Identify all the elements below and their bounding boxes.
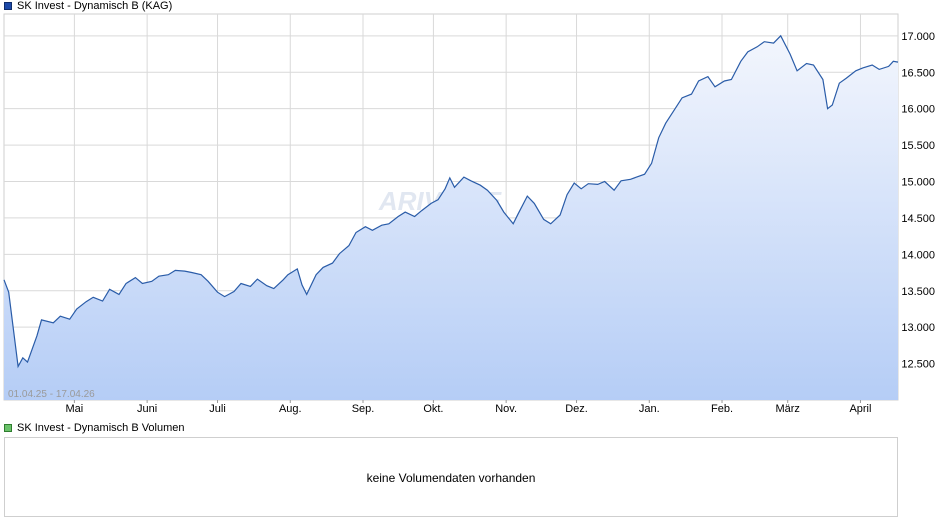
- legend-volume-label: SK Invest - Dynamisch B Volumen: [17, 422, 185, 434]
- price-chart: ARIVA.DE 17.00016.50016.00015.50015.0001…: [3, 13, 935, 415]
- y-tick-label: 17.000: [901, 31, 935, 43]
- x-axis-labels: Mai Juni Juli Aug. Sep. Okt. Nov. Dez. Jan. Feb. M…: [66, 403, 872, 415]
- x-tick-label: Dez.: [565, 403, 588, 415]
- y-tick-label: 13.000: [901, 322, 935, 334]
- y-tick-label: 13.500: [901, 286, 935, 298]
- date-range-label: 01.04.25 - 17.04.26: [8, 389, 95, 400]
- y-tick-label: 15.000: [901, 177, 935, 189]
- y-tick-label: 16.500: [901, 67, 935, 79]
- y-axis-labels: 17.000 16.500 16.000 15.500 15.000 14.500 14.0…: [901, 31, 935, 371]
- x-tick-label: Feb.: [711, 403, 733, 415]
- x-tick-label: Sep.: [352, 403, 375, 415]
- x-tick-label: Mai: [66, 403, 84, 415]
- legend-volume-swatch: [4, 424, 12, 432]
- price-line: [3, 34, 899, 369]
- volume-empty-message: keine Volumendaten vorhanden: [366, 471, 536, 485]
- y-tick-label: 16.000: [901, 104, 935, 116]
- legend-price-swatch: [4, 2, 12, 10]
- y-tick-label: 14.000: [901, 249, 935, 261]
- x-tick-label: Nov.: [495, 403, 517, 415]
- volume-panel: keine Volumendaten vorhanden: [4, 437, 898, 517]
- price-area: [4, 35, 898, 401]
- x-tick-label: März: [775, 403, 799, 415]
- y-tick-label: 15.500: [901, 140, 935, 152]
- legend-volume: SK Invest - Dynamisch B Volumen: [4, 422, 185, 434]
- x-tick-label: Juni: [137, 403, 157, 415]
- legend-price-label: SK Invest - Dynamisch B (KAG): [17, 0, 173, 12]
- y-tick-label: 14.500: [901, 213, 935, 225]
- x-tick-label: April: [849, 403, 871, 415]
- x-tick-label: Jan.: [639, 403, 660, 415]
- x-tick-label: Okt.: [423, 403, 443, 415]
- legend-price: SK Invest - Dynamisch B (KAG): [4, 0, 172, 12]
- x-tick-label: Juli: [209, 403, 226, 415]
- x-tick-label: Aug.: [279, 403, 302, 415]
- y-tick-label: 12.500: [901, 359, 935, 371]
